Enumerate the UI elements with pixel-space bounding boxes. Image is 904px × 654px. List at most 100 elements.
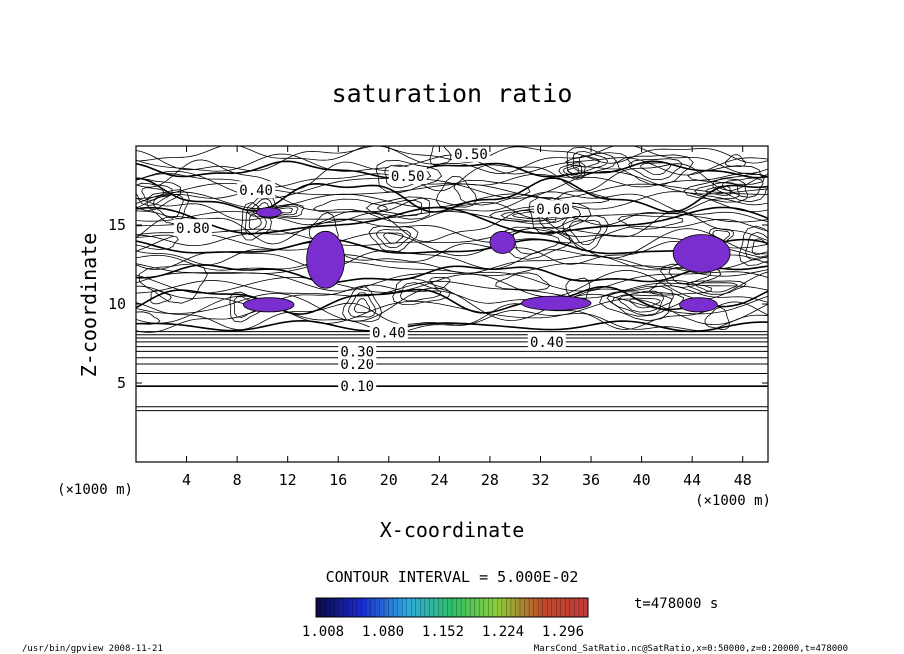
contour-loop xyxy=(649,279,712,296)
contour-loop xyxy=(136,234,179,251)
contour-field: 0.10 0.200.30 0.40 0.40 0.50 0.50 0.40 0.60 0.80 xyxy=(136,146,768,412)
contour-loop xyxy=(453,179,531,206)
contour-loop xyxy=(694,181,740,200)
contour-loop xyxy=(569,219,602,246)
saturation-region xyxy=(306,230,345,289)
contour-label: 0.40 xyxy=(372,325,406,341)
contour-loop xyxy=(553,190,610,205)
footer-left: /usr/bin/gpview 2008-11-21 xyxy=(22,644,163,654)
contour-label: 0.50 xyxy=(454,147,488,163)
contour-line xyxy=(136,159,768,192)
chart-title: saturation ratio xyxy=(332,79,573,108)
contour-loop xyxy=(136,210,184,227)
contour-line xyxy=(136,286,768,315)
colorbar: 1.008 1.080 1.152 1.224 1.296 xyxy=(302,597,589,640)
contour-loop xyxy=(617,214,684,230)
x-tick-label: 40 xyxy=(633,471,651,489)
contour-line xyxy=(136,240,768,266)
contour-loop xyxy=(141,187,164,201)
contour-loop xyxy=(599,285,674,322)
saturation-region xyxy=(521,295,592,311)
contour-loop xyxy=(146,189,190,225)
contour-line xyxy=(136,160,768,179)
contour-loop xyxy=(640,162,672,176)
x-tick-label: 28 xyxy=(481,471,499,489)
contour-loop xyxy=(392,278,451,305)
contour-loop xyxy=(562,215,609,251)
time-text: t=478000 s xyxy=(634,596,718,612)
contour-line xyxy=(136,269,768,300)
contour-interval-text: CONTOUR INTERVAL = 5.000E-02 xyxy=(326,568,579,586)
contour-loop xyxy=(435,176,478,209)
contour-loop xyxy=(695,282,738,293)
contour-loop xyxy=(704,307,730,331)
x-tick-label: 24 xyxy=(430,471,448,489)
saturation-region xyxy=(255,207,282,218)
contour-loop xyxy=(751,238,768,255)
x-tick-label: 36 xyxy=(582,471,600,489)
contour-loop xyxy=(365,196,431,220)
contour-loop xyxy=(616,154,694,185)
x-tick-label: 44 xyxy=(683,471,701,489)
plot-area: 0.10 0.200.30 0.40 0.40 0.50 0.50 0.40 0.60 0.80… xyxy=(108,145,769,489)
contour-line xyxy=(136,308,768,334)
contour-loop xyxy=(150,289,172,305)
contour-loop xyxy=(579,155,600,168)
contour-line xyxy=(136,319,768,333)
y-tick-label: 15 xyxy=(108,216,126,234)
y-tick-label: 10 xyxy=(108,295,126,313)
contour-loop xyxy=(617,294,673,313)
contour-loop xyxy=(383,232,404,244)
contour-loop xyxy=(399,282,442,302)
colorbar-tick-label: 1.224 xyxy=(482,624,524,640)
contour-loop xyxy=(686,280,747,295)
contour-line xyxy=(136,172,768,188)
contour-loop xyxy=(724,154,746,168)
contour-loop xyxy=(738,225,768,266)
contour-loop xyxy=(606,291,685,317)
contour-line xyxy=(136,218,768,246)
contour-loop xyxy=(375,228,412,249)
y-axis-label: Z-coordinate xyxy=(77,233,101,378)
x-tick-label: 20 xyxy=(380,471,398,489)
contour-label: 0.10 xyxy=(340,379,374,395)
contour-loop xyxy=(721,177,764,198)
contour-loop xyxy=(705,185,732,196)
contour-line xyxy=(136,254,768,274)
contour-loop xyxy=(375,160,443,194)
contour-loop xyxy=(229,291,263,323)
x-tick-label: 4 xyxy=(182,471,191,489)
colorbar-tick-label: 1.008 xyxy=(302,624,344,640)
x-tick-label: 32 xyxy=(531,471,549,489)
contour-label: 0.20 xyxy=(340,357,374,373)
contour-loop xyxy=(429,277,451,289)
contour-loop xyxy=(153,193,184,219)
contour-loop xyxy=(558,162,586,180)
contour-line xyxy=(136,177,768,213)
saturation-region xyxy=(243,297,295,313)
contour-loop xyxy=(712,173,768,203)
contour-loop xyxy=(562,164,583,178)
contour-line xyxy=(136,146,768,175)
contour-line xyxy=(136,284,768,306)
contour-loop xyxy=(687,165,765,185)
contour-loop xyxy=(353,298,371,314)
contour-line xyxy=(136,191,768,213)
contour-loop xyxy=(628,158,683,181)
saturation-region xyxy=(672,234,731,273)
x-unit-label: (×1000 m) xyxy=(695,493,771,509)
contour-label: 0.40 xyxy=(530,335,564,351)
contour-loop xyxy=(136,178,182,212)
contour-label: 0.50 xyxy=(391,169,425,185)
contour-loop xyxy=(495,272,551,291)
contour-loop xyxy=(347,292,377,318)
contour-loop xyxy=(138,263,208,304)
contour-loop xyxy=(248,213,262,230)
x-axis-label: X-coordinate xyxy=(380,518,525,542)
contour-line xyxy=(136,227,768,259)
contour-line xyxy=(136,295,768,326)
contour-loop xyxy=(683,178,749,203)
saturation-region xyxy=(489,230,516,254)
contour-loop xyxy=(342,286,383,323)
